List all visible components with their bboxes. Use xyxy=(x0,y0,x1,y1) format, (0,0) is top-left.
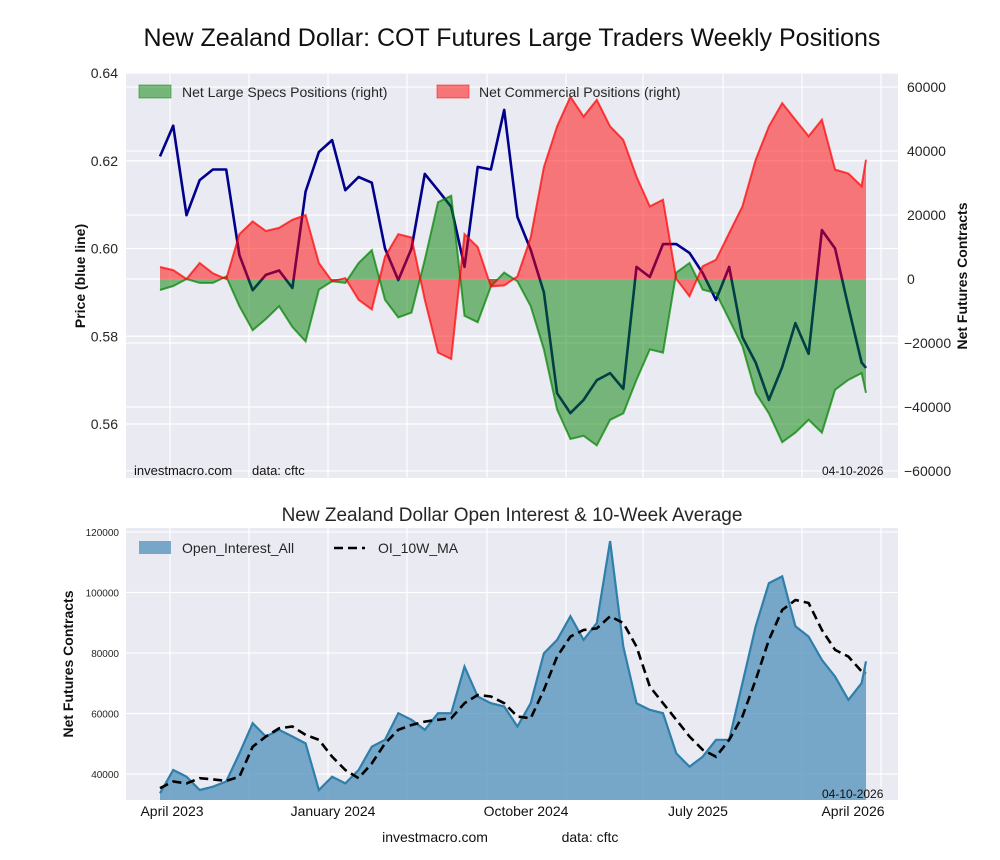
right-tick-label: 20000 xyxy=(907,207,946,223)
commercial-area xyxy=(160,96,866,359)
legend-label-commercial: Net Commercial Positions (right) xyxy=(479,84,681,100)
legend-swatch-oi xyxy=(139,541,171,554)
commercial-line xyxy=(159,94,867,361)
right-tick-label: 60000 xyxy=(907,79,946,95)
y-axis-label: Net Futures Contracts xyxy=(60,590,76,737)
oi-chart-title: New Zealand Dollar Open Interest & 10-We… xyxy=(282,505,743,526)
y-tick-label: 120000 xyxy=(86,528,120,539)
ma-line xyxy=(159,598,867,790)
left-tick-label: 0.62 xyxy=(91,153,118,169)
legend-swatch-specs xyxy=(138,84,172,99)
x-tick-label: April 2026 xyxy=(821,803,884,819)
right-tick-label: −20000 xyxy=(904,335,951,351)
x-tick-label: July 2025 xyxy=(668,803,728,819)
y-tick-label: 40000 xyxy=(91,770,119,781)
left-tick-label: 0.64 xyxy=(91,65,118,81)
left-tick-label: 0.56 xyxy=(91,416,118,432)
x-tick-label: April 2023 xyxy=(140,803,203,819)
y-tick-label: 80000 xyxy=(91,649,119,660)
y-tick-label: 100000 xyxy=(86,588,120,599)
x-tick-label: October 2024 xyxy=(484,803,569,819)
date-label: 04-10-2026 xyxy=(822,787,884,801)
x-tick-label: January 2024 xyxy=(291,803,376,819)
legend-swatch-commercial xyxy=(436,84,470,99)
source-text: investmacro.com xyxy=(134,463,232,478)
legend-label-specs: Net Large Specs Positions (right) xyxy=(182,84,387,100)
data-text: data: cftc xyxy=(252,463,305,478)
left-tick-label: 0.58 xyxy=(91,328,118,344)
main-title: New Zealand Dollar: COT Futures Large Tr… xyxy=(144,24,881,52)
legend-label-oi: Open_Interest_All xyxy=(182,540,294,556)
date-label: 04-10-2026 xyxy=(822,464,884,478)
right-tick-label: 40000 xyxy=(907,143,946,159)
left-axis-label: Price (blue line) xyxy=(72,224,88,328)
positions-chart: 0.64 0.62 0.60 0.58 0.56 60000 40000 20000 0 −200… xyxy=(72,65,970,479)
right-tick-label: 0 xyxy=(907,271,915,287)
legend-label-ma: OI_10W_MA xyxy=(378,540,459,556)
footer-data: data: cftc xyxy=(562,829,619,845)
right-tick-label: −60000 xyxy=(904,463,951,479)
specs-line xyxy=(159,194,867,447)
left-tick-label: 0.60 xyxy=(91,241,118,257)
footer-site: investmacro.com xyxy=(382,829,488,845)
right-tick-label: −40000 xyxy=(904,399,951,415)
right-axis-label: Net Futures Contracts xyxy=(954,202,970,349)
specs-area xyxy=(160,195,866,446)
y-tick-label: 60000 xyxy=(91,709,119,720)
open-interest-chart: 120000 100000 80000 60000 40000 April 2023 Jan… xyxy=(60,528,898,819)
